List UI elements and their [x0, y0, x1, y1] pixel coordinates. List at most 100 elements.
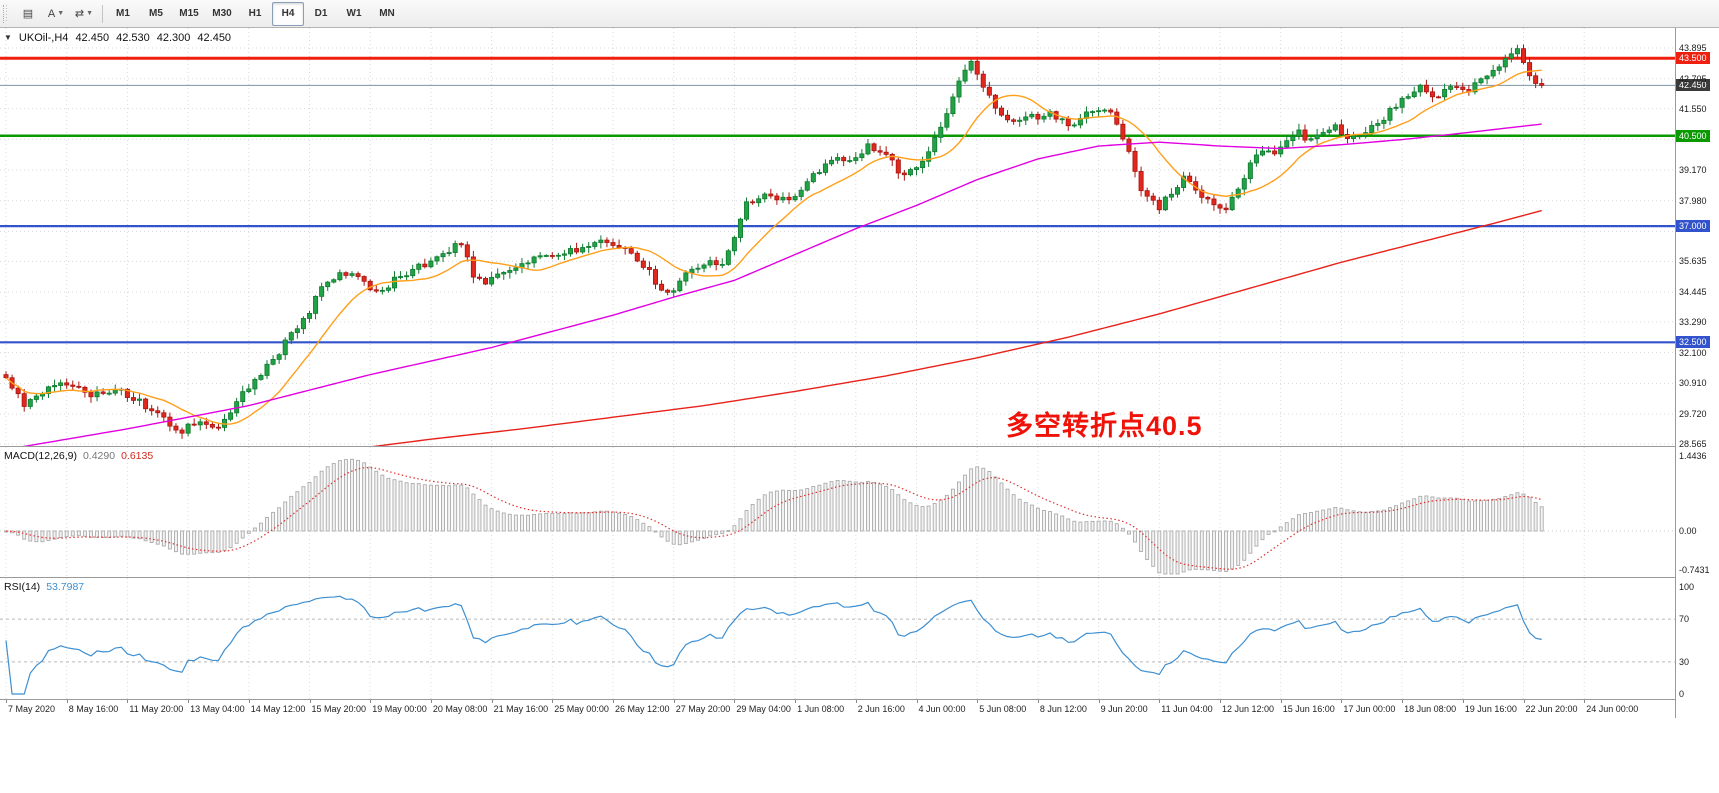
ohlc-close: 42.450: [197, 32, 232, 44]
price-scale-tick: 29.720: [1679, 409, 1707, 420]
time-label: 2 Jun 16:00: [857, 704, 905, 714]
time-label: 12 Jun 12:00: [1222, 704, 1275, 714]
time-label: 27 May 20:00: [675, 704, 731, 714]
rsi-title: RSI(14): [4, 581, 41, 593]
ohlc-low: 42.300: [156, 32, 191, 44]
candlestick-chart[interactable]: [0, 28, 1675, 446]
time-tick: [734, 700, 736, 703]
timeframe-button-mn[interactable]: MN: [379, 8, 395, 19]
rsi-label: RSI(14) 53.7987: [4, 581, 84, 593]
current-price-badge: 42.450: [1676, 79, 1710, 92]
macd-main-value: 0.4290: [82, 450, 116, 462]
time-tick: [248, 700, 250, 703]
time-tick: [1462, 700, 1464, 703]
time-label: 26 May 12:00: [615, 704, 670, 714]
toolbar-icon-group: ▤ A ▼ ⇄ ▼: [14, 2, 98, 26]
cursor-tools-icon: ⇄: [74, 8, 85, 20]
ohlc-open: 42.450: [75, 32, 110, 44]
price-scale-tick: 33.290: [1679, 316, 1707, 327]
chart-annotation-text[interactable]: 多空转折点40.5: [1006, 411, 1203, 441]
grid: [0, 28, 1675, 446]
time-tick: [309, 700, 311, 703]
price-scale[interactable]: 43.500 40.500 37.000 32.500 42.450 43.895 42.7…: [1675, 28, 1719, 718]
price-scale-tick: 28.565: [1679, 438, 1707, 449]
price-scale-tick: 34.445: [1679, 287, 1707, 298]
ma-slow-line: [372, 209, 1542, 446]
time-tick: [430, 700, 432, 703]
time-tick: [127, 700, 129, 703]
toolbar-grip[interactable]: [3, 4, 11, 23]
price-scale-tick: 30.910: [1679, 378, 1707, 389]
indicators-button[interactable]: ▤: [14, 2, 42, 26]
time-label: 13 May 04:00: [190, 704, 245, 714]
time-tick: [66, 700, 68, 703]
text-annotation-button[interactable]: A ▼: [42, 2, 70, 26]
timeframe-button-m15[interactable]: M15: [179, 8, 199, 19]
symbol-title: UKOil-,H4: [18, 32, 69, 44]
macd-signal-line: [5, 466, 1542, 570]
cursor-tools-button[interactable]: ⇄ ▼: [70, 2, 98, 26]
time-tick: [552, 700, 554, 703]
horizontal-level-lines: [0, 56, 1675, 344]
price-level-badge: 43.500: [1676, 52, 1710, 65]
time-label: 29 May 04:00: [736, 704, 791, 714]
timeframe-group: M1 M5 M15 M30 H1 H4 D1 W1 MN: [107, 1, 403, 26]
time-tick: [916, 700, 918, 703]
time-tick: [1037, 700, 1039, 703]
main-chart-panel[interactable]: ▼ UKOil-,H4 42.450 42.530 42.300 42.450 …: [0, 28, 1675, 446]
panel-divider[interactable]: [0, 577, 1719, 578]
rsi-scale-tick: 30: [1679, 656, 1690, 667]
time-tick: [370, 700, 372, 703]
time-tick: [1220, 700, 1221, 703]
time-tick: [795, 700, 797, 703]
time-label: 7 May 2020: [8, 704, 56, 714]
timeframe-button-m30[interactable]: M30: [212, 8, 232, 19]
price-scale-tick: 37.980: [1679, 195, 1707, 206]
time-label: 21 May 16:00: [493, 704, 549, 714]
panel-divider[interactable]: [0, 699, 1719, 700]
time-label: 8 May 16:00: [68, 704, 119, 714]
chevron-down-icon: ▼: [86, 10, 94, 17]
time-tick: [1098, 700, 1100, 703]
timeframe-button-m5[interactable]: M5: [149, 8, 163, 19]
macd-histogram: [4, 458, 1544, 575]
time-tick: [1341, 700, 1343, 703]
time-label: 18 Jun 08:00: [1404, 704, 1457, 714]
price-scale-tick: 39.170: [1679, 165, 1707, 176]
time-tick: [855, 700, 857, 703]
toolbar: ▤ A ▼ ⇄ ▼ M1 M5 M15 M30 H1 H4 D1 W1 MN: [0, 0, 1719, 28]
price-level-badge: 40.500: [1676, 129, 1710, 142]
time-tick: [1523, 700, 1525, 703]
time-tick: [1280, 700, 1282, 703]
indicators-icon: ▤: [22, 8, 34, 20]
time-tick: [1584, 700, 1586, 703]
time-label: 11 Jun 04:00: [1161, 704, 1213, 714]
rsi-panel[interactable]: RSI(14) 53.7987: [0, 578, 1675, 699]
window-bottom-area: [0, 718, 1719, 793]
macd-scale-tick: -0.7431: [1679, 564, 1710, 575]
timeframe-button-m1[interactable]: M1: [116, 8, 130, 19]
timeframe-button-h4[interactable]: H4: [272, 1, 304, 26]
one-click-trading-toggle[interactable]: ▼: [4, 33, 12, 42]
macd-chart[interactable]: [0, 447, 1675, 577]
timeframe-button-w1[interactable]: W1: [346, 8, 362, 19]
time-tick: [1402, 700, 1404, 703]
price-scale-tick: 41.550: [1679, 103, 1707, 114]
timeframe-button-h1[interactable]: H1: [248, 8, 262, 19]
time-axis[interactable]: 7 May 2020 8 May 16:00 11 May 20:00 13 May …: [0, 700, 1675, 718]
macd-scale-tick: 1.4436: [1679, 450, 1707, 461]
macd-title: MACD(12,26,9): [4, 450, 77, 462]
time-label: 22 Jun 20:00: [1525, 704, 1578, 714]
time-label: 19 Jun 16:00: [1464, 704, 1517, 714]
time-label: 9 Jun 20:00: [1100, 704, 1148, 714]
rsi-chart[interactable]: [0, 578, 1675, 699]
time-label: 5 Jun 08:00: [979, 704, 1027, 714]
time-label: 11 May 20:00: [129, 704, 184, 714]
panel-divider[interactable]: [0, 446, 1719, 447]
ohlc-high: 42.530: [116, 32, 150, 44]
time-tick: [188, 700, 190, 703]
timeframe-button-d1[interactable]: D1: [314, 8, 328, 19]
time-label: 4 Jun 00:00: [918, 704, 966, 714]
time-label: 20 May 08:00: [432, 704, 488, 714]
macd-panel[interactable]: MACD(12,26,9) 0.4290 0.6135: [0, 447, 1675, 577]
